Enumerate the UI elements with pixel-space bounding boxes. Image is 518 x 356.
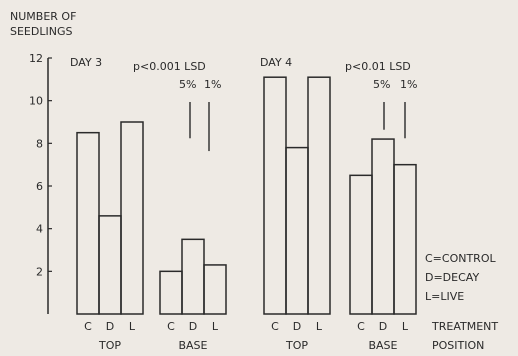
y-tick-label: 4 [36,223,43,236]
bar-code-label: L [316,320,323,333]
bar-base-c [349,174,373,315]
group-label: TOP [98,339,121,352]
y-tick-label: 6 [36,180,43,193]
bar-top-c [263,76,287,315]
group-label: BASE [178,339,207,352]
bar-code-label: L [212,320,219,333]
significance-label: p<0.001 LSD [133,60,206,73]
significance-label: p<0.01 LSD [345,60,411,73]
bar-top-c [76,131,100,315]
bar-code-label: C [167,320,175,333]
bar-base-c [159,270,183,315]
bar-code-label: C [357,320,365,333]
bar-base-d [181,238,205,315]
y-tick-label: 8 [36,137,43,150]
legend-entry: L=LIVE [425,290,464,303]
y-axis-label-line1: NUMBER OF [10,10,76,23]
group-label: TOP [285,339,308,352]
bar-code-label: D [189,320,197,333]
panel-title: DAY 3 [70,56,102,69]
group-label: BASE [368,339,397,352]
bar-base-l [203,264,227,315]
bar-code-label: D [379,320,387,333]
lsd-5-label: 5% [179,78,196,91]
bar-top-l [120,121,144,315]
bar-code-label: C [84,320,92,333]
bar-top-d [98,215,122,315]
bar-code-label: C [271,320,279,333]
bar-code-label: D [293,320,301,333]
y-tick-label: 12 [29,52,43,65]
bar-top-l [307,76,331,315]
y-tick-label: 2 [36,265,43,278]
bar-base-l [393,163,417,315]
bar-top-d [285,146,309,315]
bar-base-d [371,138,395,315]
y-axis-label-line2: SEEDLINGS [10,25,72,38]
legend-entry: C=CONTROL [425,252,496,265]
bar-code-label: L [402,320,409,333]
bar-code-label: D [106,320,114,333]
bar-code-label: L [129,320,136,333]
lsd-1-label: 1% [204,78,221,91]
lsd-1-label: 1% [400,78,417,91]
treatment-axis-label: TREATMENT [431,320,498,333]
legend-entry: D=DECAY [425,271,479,284]
y-tick-label: 10 [29,95,43,108]
position-axis-label: POSITION [432,339,484,352]
lsd-5-label: 5% [373,78,390,91]
panel-title: DAY 4 [260,56,292,69]
